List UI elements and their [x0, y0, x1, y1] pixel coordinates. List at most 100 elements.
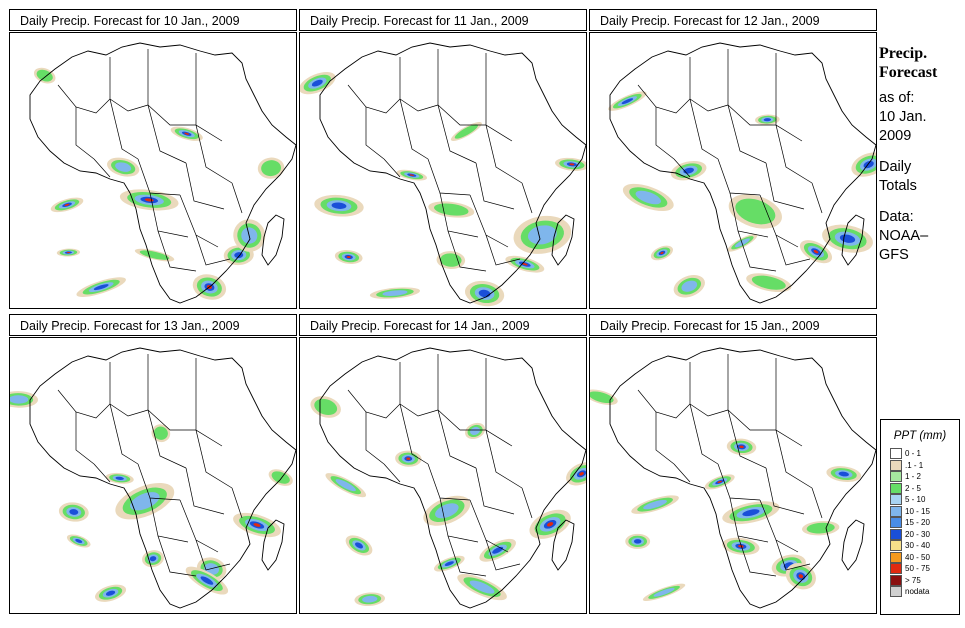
country-border	[365, 412, 385, 465]
precip-cell	[115, 476, 124, 480]
legend-swatch	[890, 586, 902, 598]
precip-cell	[10, 395, 29, 404]
heading-line-2: Forecast	[879, 64, 938, 81]
legend-entry: 30 - 40	[890, 540, 959, 552]
precip-cell	[355, 542, 364, 549]
madagascar-outline	[261, 214, 285, 266]
legend-swatch	[890, 482, 902, 494]
precip-cell	[806, 522, 835, 534]
precip-cell	[454, 124, 479, 139]
precip-layer	[33, 67, 285, 300]
precip-cell	[444, 561, 454, 566]
country-border	[727, 104, 767, 164]
country-border	[147, 409, 187, 469]
country-border	[673, 463, 691, 483]
legend-entry: 50 - 75	[890, 563, 959, 575]
precip-cell	[734, 238, 750, 248]
precip-cell	[253, 523, 261, 527]
country-border	[185, 162, 225, 210]
panel-title: Daily Precip. Forecast for 14 Jan., 2009	[299, 314, 587, 336]
country-border	[57, 84, 111, 114]
country-border	[485, 234, 521, 266]
country-border	[109, 403, 139, 465]
legend-swatch	[890, 459, 902, 471]
precip-map	[9, 32, 297, 309]
legend-swatch	[890, 505, 902, 517]
country-border	[157, 535, 197, 577]
precip-cell	[130, 492, 160, 511]
asof-year: 2009	[879, 128, 912, 144]
country-border	[655, 412, 675, 465]
legend-label: 1 - 2	[905, 472, 922, 482]
precip-cell	[261, 160, 282, 177]
legend-label: > 75	[905, 575, 921, 585]
precip-layer	[590, 389, 862, 602]
legend-entry: .1 - 1	[890, 459, 959, 472]
africa-coastline	[319, 42, 586, 304]
legend-entry: 20 - 30	[890, 528, 959, 541]
panel-title: Daily Precip. Forecast for 11 Jan., 2009	[299, 9, 587, 31]
country-border	[673, 158, 691, 178]
legend-label: 15 - 20	[905, 518, 930, 528]
africa-map-svg	[608, 42, 876, 304]
precip-cell	[813, 249, 819, 254]
precip-cell	[653, 588, 675, 597]
africa-coastline	[29, 347, 296, 609]
legend-label: 5 - 10	[905, 495, 926, 505]
precip-map	[299, 32, 587, 309]
precip-cell	[738, 545, 744, 548]
country-border	[75, 107, 95, 160]
legend-swatch	[890, 528, 902, 540]
legend-label: nodata	[905, 587, 930, 597]
precip-cell	[153, 426, 168, 440]
precip-cell	[742, 509, 760, 517]
country-border	[737, 230, 777, 272]
country-border	[93, 463, 111, 483]
africa-map-svg	[310, 347, 586, 609]
madagascar-outline	[261, 519, 285, 571]
precip-cell	[335, 479, 356, 492]
legend-entry: 1 - 2	[890, 471, 959, 483]
precip-layer	[300, 71, 586, 307]
precip-map	[589, 337, 877, 614]
country-border	[195, 358, 223, 447]
country-border	[347, 389, 401, 419]
forecast-panel-1: Daily Precip. Forecast for 10 Jan., 2009	[9, 9, 299, 309]
precip-cell	[331, 202, 347, 209]
country-border	[475, 467, 515, 515]
panel-title: Daily Precip. Forecast for 13 Jan., 2009	[9, 314, 297, 336]
legend-entry: nodata	[890, 586, 959, 598]
precip-cell	[469, 580, 495, 594]
country-border	[811, 182, 823, 214]
country-border	[437, 409, 477, 469]
heading-line-1: Precip.	[879, 45, 928, 62]
precip-cell	[739, 445, 744, 449]
country-border	[775, 124, 813, 184]
asof-label: as of:	[879, 90, 915, 106]
precip-cell	[717, 480, 722, 484]
country-border	[195, 124, 233, 184]
legend-entry: 2 - 5	[890, 482, 959, 495]
precip-cell	[149, 556, 157, 562]
panel-title: Daily Precip. Forecast for 15 Jan., 2009	[589, 314, 877, 336]
country-border	[737, 535, 777, 577]
precip-cell	[838, 471, 849, 477]
precip-cell	[633, 539, 642, 544]
panel-title: Daily Precip. Forecast for 10 Jan., 2009	[9, 9, 297, 31]
precip-cell	[440, 253, 462, 267]
madagascar-outline	[841, 519, 865, 571]
precip-cell	[115, 162, 132, 172]
precip-cell	[635, 190, 661, 205]
country-border	[109, 362, 149, 417]
country-border	[775, 429, 813, 489]
country-border	[811, 487, 823, 519]
country-border	[521, 487, 533, 519]
country-border	[427, 158, 471, 196]
country-border	[447, 230, 487, 272]
country-border	[727, 354, 776, 431]
country-border	[717, 158, 761, 196]
precip-cell	[798, 574, 804, 579]
country-border	[157, 230, 197, 272]
precip-cell	[36, 69, 53, 82]
precip-cell	[621, 98, 634, 105]
